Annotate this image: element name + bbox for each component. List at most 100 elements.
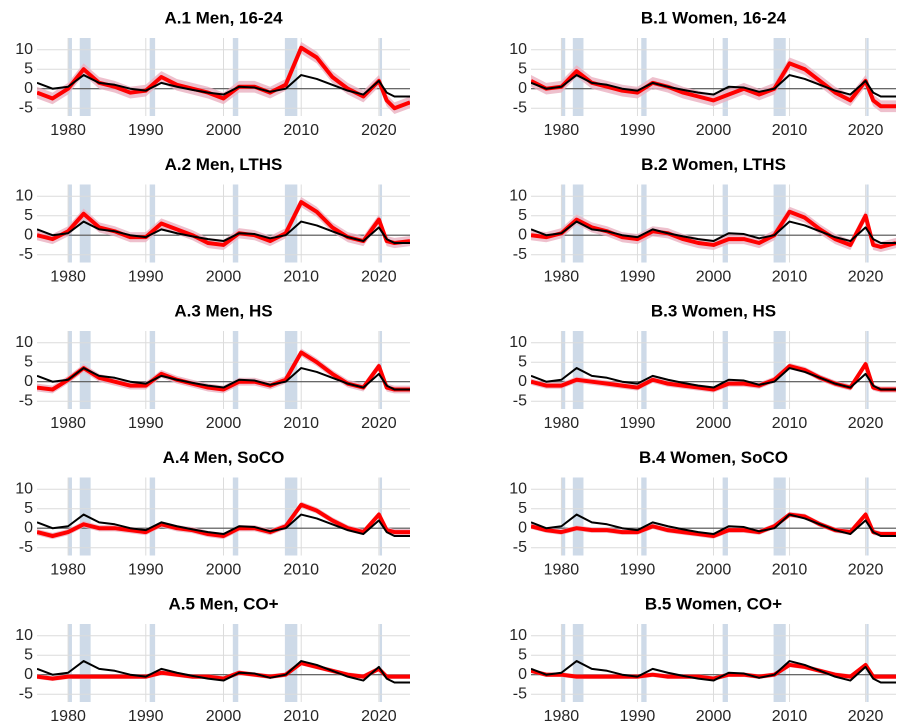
x-tick-label: 2000 <box>696 708 732 723</box>
x-tick-label: 1990 <box>620 415 656 432</box>
x-tick-label: 1980 <box>544 415 580 432</box>
recession-shade <box>149 624 156 702</box>
y-tick-label: 10 <box>509 480 527 497</box>
chart-title: A.1 Men, 16-24 <box>164 8 283 27</box>
y-tick-label: -5 <box>513 99 527 116</box>
chart-title: B.5 Women, CO+ <box>645 594 782 613</box>
x-tick-label: 1990 <box>620 708 656 723</box>
panel: A.4 Men, SoCO -5 0 5 10 1980 1990 2000 2010 2020 <box>15 448 410 579</box>
recession-shade <box>79 477 91 556</box>
y-tick-label: 10 <box>509 41 527 58</box>
y-tick-label: 0 <box>24 226 33 243</box>
recession-shade <box>68 184 72 263</box>
recession-shade <box>561 38 566 116</box>
x-tick-label: 2000 <box>206 415 242 432</box>
y-tick-label: 10 <box>15 41 33 58</box>
y-tick-label: 0 <box>518 666 527 683</box>
y-tick-label: 5 <box>518 60 527 77</box>
recession-shade <box>641 331 647 409</box>
recession-shade <box>232 331 239 409</box>
x-tick-label: 1990 <box>128 708 164 723</box>
panel: A.5 Men, CO+ -5 0 5 10 1980 1990 2000 2010 2020 <box>15 594 410 723</box>
panel: A.3 Men, HS -5 0 5 10 1980 1990 2000 2010 2020 <box>15 301 410 432</box>
series-line <box>531 220 896 244</box>
y-tick-label: 5 <box>24 60 33 77</box>
recession-shade <box>232 38 239 116</box>
panel: A.1 Men, 16-24 -5 0 5 10 1980 1990 2000 2010 2020 <box>15 8 410 139</box>
y-tick-label: 5 <box>518 353 527 370</box>
x-tick-label: 2000 <box>206 562 242 579</box>
y-tick-label: 10 <box>509 334 527 351</box>
x-tick-label: 2020 <box>848 415 884 432</box>
y-tick-label: -5 <box>19 685 33 702</box>
y-tick-label: -5 <box>19 246 33 263</box>
x-tick-label: 1980 <box>544 562 580 579</box>
recession-shade <box>722 331 728 409</box>
recession-shade <box>773 624 786 702</box>
series-line <box>531 74 896 98</box>
plot-area <box>531 184 896 263</box>
y-tick-label: 0 <box>24 519 33 536</box>
y-tick-label: 0 <box>518 80 527 97</box>
series-line <box>531 513 896 537</box>
y-tick-label: 0 <box>518 373 527 390</box>
series-line <box>37 502 410 538</box>
recession-shade <box>379 624 383 702</box>
recession-shade <box>68 477 72 556</box>
y-tick-label: -5 <box>513 539 527 556</box>
recession-shade <box>68 38 72 116</box>
x-tick-label: 2010 <box>772 122 808 139</box>
recession-shade <box>572 477 584 556</box>
y-tick-label: 0 <box>24 373 33 390</box>
x-tick-label: 2010 <box>283 269 319 286</box>
x-tick-label: 1980 <box>50 122 86 139</box>
chart-title: B.1 Women, 16-24 <box>641 8 787 27</box>
plot-area <box>531 331 896 409</box>
y-tick-label: -5 <box>19 99 33 116</box>
x-tick-label: 2000 <box>206 708 242 723</box>
x-tick-label: 2020 <box>848 562 884 579</box>
recession-shade <box>232 184 239 263</box>
x-tick-label: 2010 <box>772 415 808 432</box>
y-tick-label: 5 <box>518 207 527 224</box>
panel: A.2 Men, LTHS -5 0 5 10 1980 1990 2000 2010 2020 <box>15 155 410 286</box>
recession-shade <box>722 184 728 263</box>
x-tick-label: 2010 <box>772 269 808 286</box>
y-tick-label: 5 <box>518 646 527 663</box>
chart-title: B.3 Women, HS <box>651 301 776 320</box>
x-tick-label: 2000 <box>206 122 242 139</box>
recession-shade <box>561 184 566 263</box>
recession-shade <box>79 38 91 116</box>
x-tick-label: 2020 <box>361 562 397 579</box>
y-tick-label: 5 <box>24 353 33 370</box>
x-tick-label: 2020 <box>848 269 884 286</box>
x-tick-label: 2010 <box>283 562 319 579</box>
y-tick-label: 0 <box>24 666 33 683</box>
y-tick-label: 10 <box>15 187 33 204</box>
series-line <box>37 220 410 244</box>
plot-area <box>531 477 896 556</box>
plot-area <box>531 624 896 702</box>
x-tick-label: 2010 <box>772 708 808 723</box>
plot-area <box>37 38 410 116</box>
y-tick-label: -5 <box>19 392 33 409</box>
x-tick-label: 2010 <box>283 415 319 432</box>
recession-shade <box>232 624 239 702</box>
x-tick-label: 2000 <box>696 269 732 286</box>
plot-area <box>531 38 896 116</box>
x-tick-label: 2010 <box>772 562 808 579</box>
recession-shade <box>722 38 728 116</box>
recession-shade <box>641 477 647 556</box>
panel: B.2 Women, LTHS -5 0 5 10 1980 1990 2000 2010 202… <box>509 155 896 286</box>
recession-shade <box>68 331 72 409</box>
panel: B.4 Women, SoCO -5 0 5 10 1980 1990 2000 2010 202… <box>509 448 896 579</box>
y-tick-label: -5 <box>513 246 527 263</box>
series-line <box>531 660 896 684</box>
chart-title: B.2 Women, LTHS <box>641 155 786 174</box>
recession-shade <box>572 624 584 702</box>
x-tick-label: 2000 <box>206 269 242 286</box>
x-tick-label: 2010 <box>283 122 319 139</box>
x-tick-label: 2020 <box>361 269 397 286</box>
recession-shade <box>722 624 728 702</box>
